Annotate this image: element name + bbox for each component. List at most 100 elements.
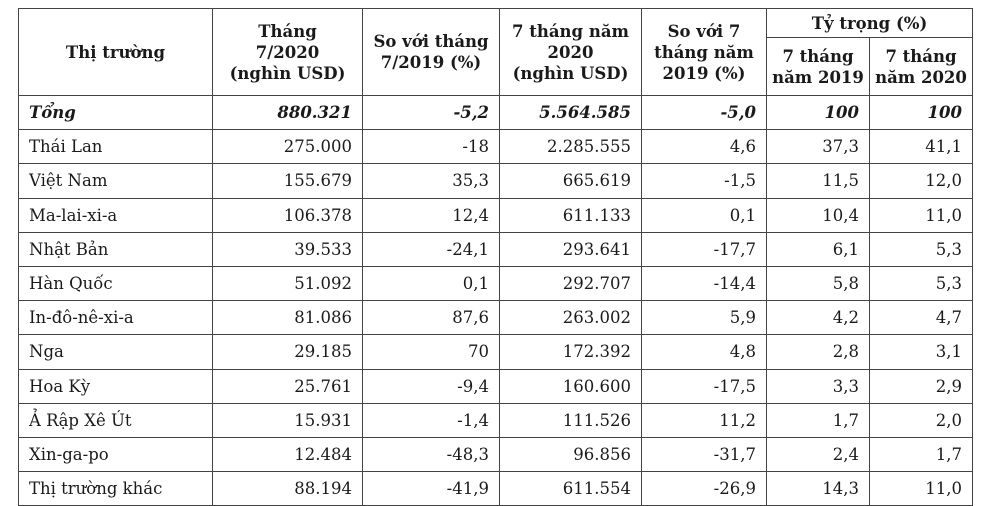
share-2019-cell: 4,2 bbox=[766, 300, 870, 336]
table-row: In-đô-nê-xi-a 81.086 87,6 263.002 5,9 4,2 4,7 bbox=[18, 300, 973, 336]
ytd-value-column-header: 7 tháng năm 2020 (nghìn USD) bbox=[499, 8, 642, 96]
table-header: Thị trường Tháng 7/2020 (nghìn USD) So v… bbox=[18, 8, 973, 96]
share-2019-cell: 6,1 bbox=[766, 231, 870, 267]
market-cell: Nhật Bản bbox=[18, 231, 213, 267]
header-line: Tháng bbox=[258, 21, 317, 41]
ytd-value-cell: 96.856 bbox=[499, 436, 642, 473]
share-2020-cell: 41,1 bbox=[869, 129, 973, 165]
month-change-cell: 87,6 bbox=[362, 300, 500, 336]
ytd-change-cell: 4,6 bbox=[641, 129, 767, 165]
share-2019-cell: 14,3 bbox=[766, 471, 870, 506]
market-cell: Hoa Kỳ bbox=[18, 368, 213, 404]
ytd-value-cell: 665.619 bbox=[499, 163, 642, 199]
month-value-cell: 12.484 bbox=[212, 436, 363, 473]
month-value-cell: 106.378 bbox=[212, 197, 363, 233]
month-change-cell: 0,1 bbox=[362, 265, 500, 302]
share-2020-cell: 2,0 bbox=[869, 402, 973, 438]
header-line: So với 7 bbox=[667, 21, 741, 41]
header-line: So với tháng bbox=[373, 32, 489, 51]
ytd-change-cell: -1,5 bbox=[641, 163, 767, 199]
header-line: năm 2020 bbox=[875, 67, 967, 87]
share-2020-cell: 100 bbox=[869, 94, 973, 131]
table-body: Tổng 880.321 -5,2 5.564.585 -5,0 100 100 Thái L… bbox=[18, 94, 973, 506]
ytd-value-cell: 611.554 bbox=[499, 471, 642, 506]
ytd-change-cell: -17,7 bbox=[641, 231, 767, 267]
header-line: 7 tháng bbox=[885, 46, 957, 66]
ytd-change-cell: -5,0 bbox=[641, 94, 767, 131]
month-value-cell: 880.321 bbox=[212, 94, 363, 131]
share-2020-cell: 5,3 bbox=[869, 231, 973, 267]
export-market-table: Thị trường Tháng 7/2020 (nghìn USD) So v… bbox=[18, 8, 973, 506]
market-cell: Xin-ga-po bbox=[18, 436, 213, 473]
share-2019-cell: 10,4 bbox=[766, 197, 870, 233]
market-header-text: Thị trường bbox=[65, 42, 166, 62]
share-2020-cell: 11,0 bbox=[869, 471, 973, 506]
month-value-cell: 29.185 bbox=[212, 334, 363, 370]
ytd-change-cell: 5,9 bbox=[641, 300, 767, 336]
month-change-column-header: So với tháng 7/2019 (%) bbox=[362, 8, 500, 96]
share-2019-cell: 2,8 bbox=[766, 334, 870, 370]
total-row: Tổng 880.321 -5,2 5.564.585 -5,0 100 100 bbox=[18, 94, 973, 131]
share-2020-cell: 11,0 bbox=[869, 197, 973, 233]
month-value-cell: 15.931 bbox=[212, 402, 363, 438]
header-line: 7/2020 bbox=[255, 42, 320, 62]
table-row: Hàn Quốc 51.092 0,1 292.707 -14,4 5,8 5,3 bbox=[18, 265, 973, 302]
month-change-cell: -18 bbox=[362, 129, 500, 165]
market-column-header: Thị trường bbox=[18, 8, 213, 96]
share-2019-cell: 11,5 bbox=[766, 163, 870, 199]
market-cell: Việt Nam bbox=[18, 163, 213, 199]
month-value-cell: 51.092 bbox=[212, 265, 363, 302]
ytd-value-cell: 172.392 bbox=[499, 334, 642, 370]
ytd-change-cell: -31,7 bbox=[641, 436, 767, 473]
share-2020-column-header: 7 tháng năm 2020 bbox=[869, 37, 973, 96]
month-change-cell: -5,2 bbox=[362, 94, 500, 131]
market-cell: Thái Lan bbox=[18, 129, 213, 165]
month-value-cell: 155.679 bbox=[212, 163, 363, 199]
share-2019-column-header: 7 tháng năm 2019 bbox=[766, 37, 870, 96]
market-cell: Ma-lai-xi-a bbox=[18, 197, 213, 233]
share-group-header: Tỷ trọng (%) bbox=[766, 8, 973, 38]
ytd-value-cell: 160.600 bbox=[499, 368, 642, 404]
ytd-change-cell: -26,9 bbox=[641, 471, 767, 506]
ytd-change-cell: 11,2 bbox=[641, 402, 767, 438]
share-2020-cell: 2,9 bbox=[869, 368, 973, 404]
ytd-value-cell: 611.133 bbox=[499, 197, 642, 233]
ytd-value-cell: 292.707 bbox=[499, 265, 642, 302]
header-line: 7 tháng năm bbox=[512, 21, 629, 41]
table-row: Việt Nam 155.679 35,3 665.619 -1,5 11,5 12,0 bbox=[18, 163, 973, 199]
market-cell: Nga bbox=[18, 334, 213, 370]
table-row: Thị trường khác 88.194 -41,9 611.554 -26,9 14… bbox=[18, 471, 973, 506]
month-value-cell: 81.086 bbox=[212, 300, 363, 336]
table-row: Nga 29.185 70 172.392 4,8 2,8 3,1 bbox=[18, 334, 973, 370]
market-cell: Hàn Quốc bbox=[18, 265, 213, 302]
header-line: 2019 (%) bbox=[662, 63, 746, 83]
ytd-change-column-header: So với 7 tháng năm 2019 (%) bbox=[641, 8, 767, 96]
ytd-value-cell: 5.564.585 bbox=[499, 94, 642, 131]
share-2019-cell: 2,4 bbox=[766, 436, 870, 473]
header-line: tháng năm bbox=[654, 42, 754, 62]
share-2020-cell: 3,1 bbox=[869, 334, 973, 370]
ytd-change-cell: -17,5 bbox=[641, 368, 767, 404]
ytd-value-cell: 2.285.555 bbox=[499, 129, 642, 165]
share-2019-cell: 100 bbox=[766, 94, 870, 131]
market-cell: Tổng bbox=[18, 94, 213, 131]
ytd-change-cell: 0,1 bbox=[641, 197, 767, 233]
month-change-cell: 12,4 bbox=[362, 197, 500, 233]
header-line: năm 2019 bbox=[772, 67, 864, 87]
table-row: Xin-ga-po 12.484 -48,3 96.856 -31,7 2,4 1,7 bbox=[18, 436, 973, 473]
month-value-cell: 88.194 bbox=[212, 471, 363, 506]
share-2019-cell: 5,8 bbox=[766, 265, 870, 302]
table-row: Thái Lan 275.000 -18 2.285.555 4,6 37,3 41,1 bbox=[18, 129, 973, 165]
table-row: Ả Rập Xê Út 15.931 -1,4 111.526 11,2 1,7 2,0 bbox=[18, 402, 973, 438]
ytd-change-cell: -14,4 bbox=[641, 265, 767, 302]
share-2020-cell: 1,7 bbox=[869, 436, 973, 473]
share-2019-cell: 1,7 bbox=[766, 402, 870, 438]
ytd-value-cell: 293.641 bbox=[499, 231, 642, 267]
month-value-cell: 275.000 bbox=[212, 129, 363, 165]
header-line: 7 tháng bbox=[782, 46, 854, 66]
ytd-value-cell: 111.526 bbox=[499, 402, 642, 438]
share-2020-cell: 12,0 bbox=[869, 163, 973, 199]
share-2019-cell: 3,3 bbox=[766, 368, 870, 404]
month-change-cell: 70 bbox=[362, 334, 500, 370]
market-cell: Ả Rập Xê Út bbox=[18, 402, 213, 438]
